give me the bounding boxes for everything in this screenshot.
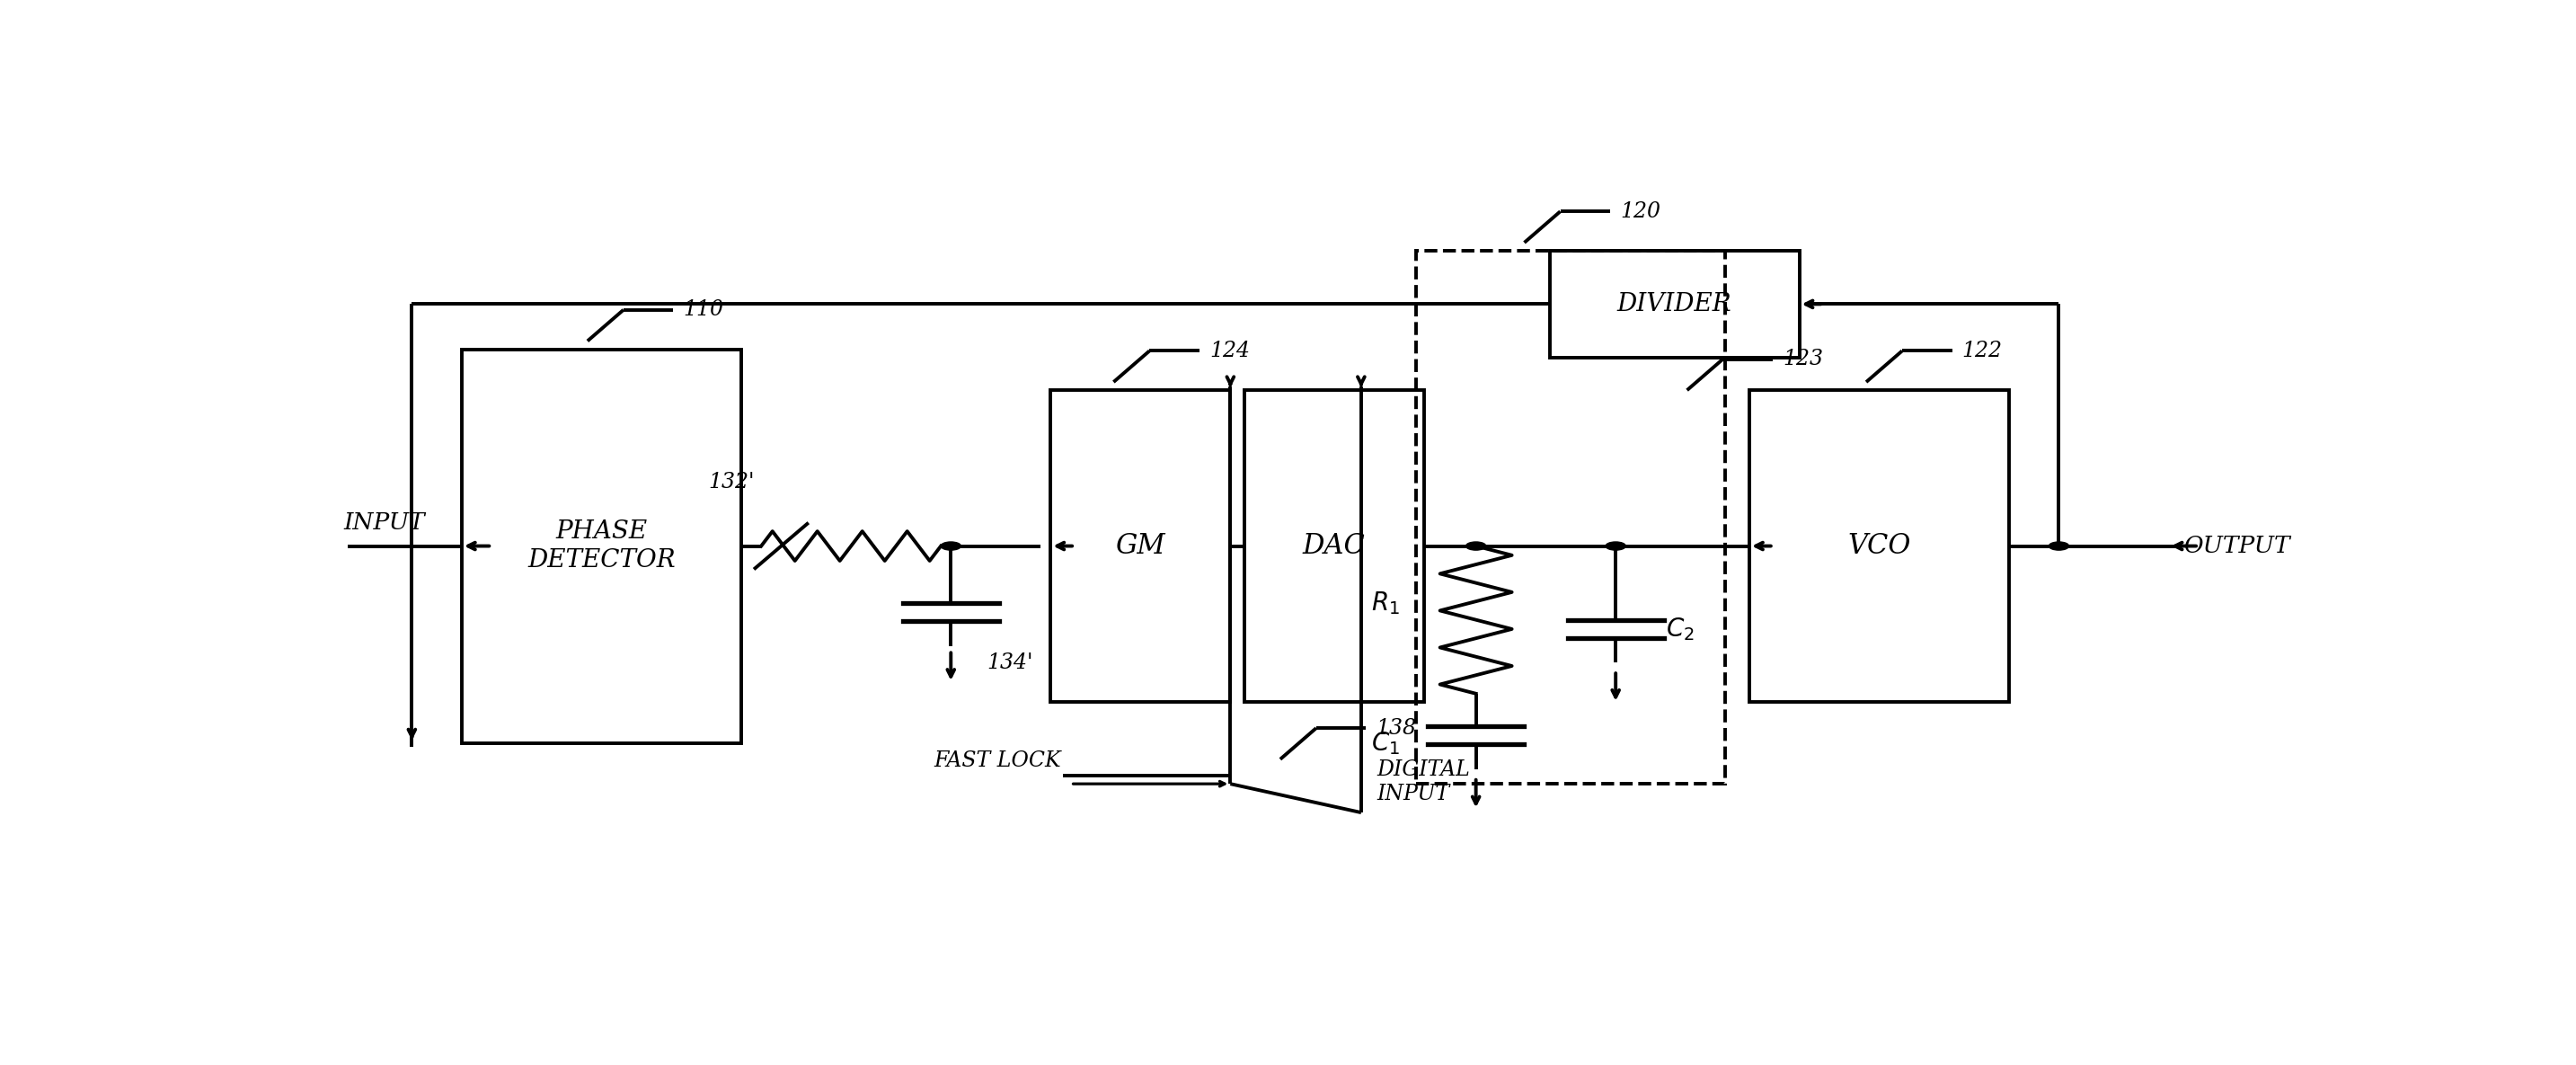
Bar [1051,390,1231,702]
Text: VCO: VCO [1847,532,1911,560]
Text: GM: GM [1115,532,1164,560]
Text: DAC: DAC [1303,532,1365,560]
Text: OUTPUT: OUTPUT [2184,535,2290,557]
Text: 120: 120 [1620,201,1662,222]
Text: FAST LOCK: FAST LOCK [933,751,1061,771]
Bar [1749,390,2009,702]
Text: $R_1$: $R_1$ [1370,590,1401,617]
Text: INPUT: INPUT [345,511,425,534]
Text: DIVIDER: DIVIDER [1618,292,1731,316]
Text: 122: 122 [1963,341,2002,361]
Text: 123: 123 [1783,348,1824,370]
Circle shape [2048,542,2069,551]
Text: $C_1$: $C_1$ [1370,731,1401,757]
Bar [1244,390,1425,702]
Text: 132': 132' [708,472,755,493]
Circle shape [1605,542,1625,551]
Text: $C_2$: $C_2$ [1667,616,1695,642]
Circle shape [940,542,961,551]
Text: DIGITAL
INPUT: DIGITAL INPUT [1378,759,1471,804]
Circle shape [1466,542,1486,551]
Bar [1551,250,1801,358]
Text: 124: 124 [1208,341,1249,361]
Text: 134': 134' [987,653,1033,673]
Bar [461,349,742,743]
Text: PHASE
DETECTOR: PHASE DETECTOR [528,520,675,572]
Text: 110: 110 [683,299,724,321]
Bar [1417,250,1726,784]
Text: 138: 138 [1376,718,1417,738]
